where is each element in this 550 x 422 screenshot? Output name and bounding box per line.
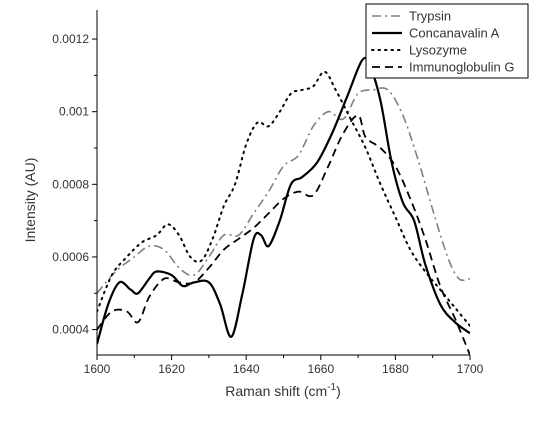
y-tick-label: 0.0012 [52, 32, 89, 46]
legend-label: Immunoglobulin G [409, 60, 515, 75]
legend: Trypsin Concanavalin A Lysozyme Immunoglobu… [365, 3, 529, 79]
legend-label: Concanavalin A [409, 26, 500, 41]
legend-label: Lysozyme [409, 43, 467, 58]
x-tick-label: 1640 [233, 362, 260, 376]
series-line-lysozyme [97, 70, 470, 327]
y-tick-label: 0.0004 [52, 323, 89, 337]
x-tick-label: 1620 [158, 362, 185, 376]
x-axis-title-superscript: -1 [327, 382, 336, 393]
series-layer [97, 56, 470, 355]
x-tick-label: 1600 [84, 362, 111, 376]
legend-label: Trypsin [409, 9, 451, 24]
x-tick-label: 1660 [307, 362, 334, 376]
y-axis-title: Intensity (AU) [22, 158, 38, 243]
y-tick-label: 0.0008 [52, 177, 89, 191]
x-axis-title-suffix: ) [336, 383, 341, 399]
x-axis-title-text: Raman shift (cm [225, 383, 327, 399]
y-tick-label: 0.001 [59, 105, 89, 119]
series-line-concanavalin-a [97, 56, 470, 345]
series-line-trypsin [97, 87, 470, 294]
y-tick-label: 0.0006 [52, 250, 89, 264]
x-tick-label: 1680 [382, 362, 409, 376]
ticks-layer: 1600 1620 1640 1660 1680 1700 0.0004 0.0006 0.00… [52, 32, 483, 376]
series-line-immunoglobulin-g [97, 114, 470, 355]
x-axis-title: Raman shift (cm-1) [225, 382, 341, 399]
x-tick-label: 1700 [457, 362, 484, 376]
